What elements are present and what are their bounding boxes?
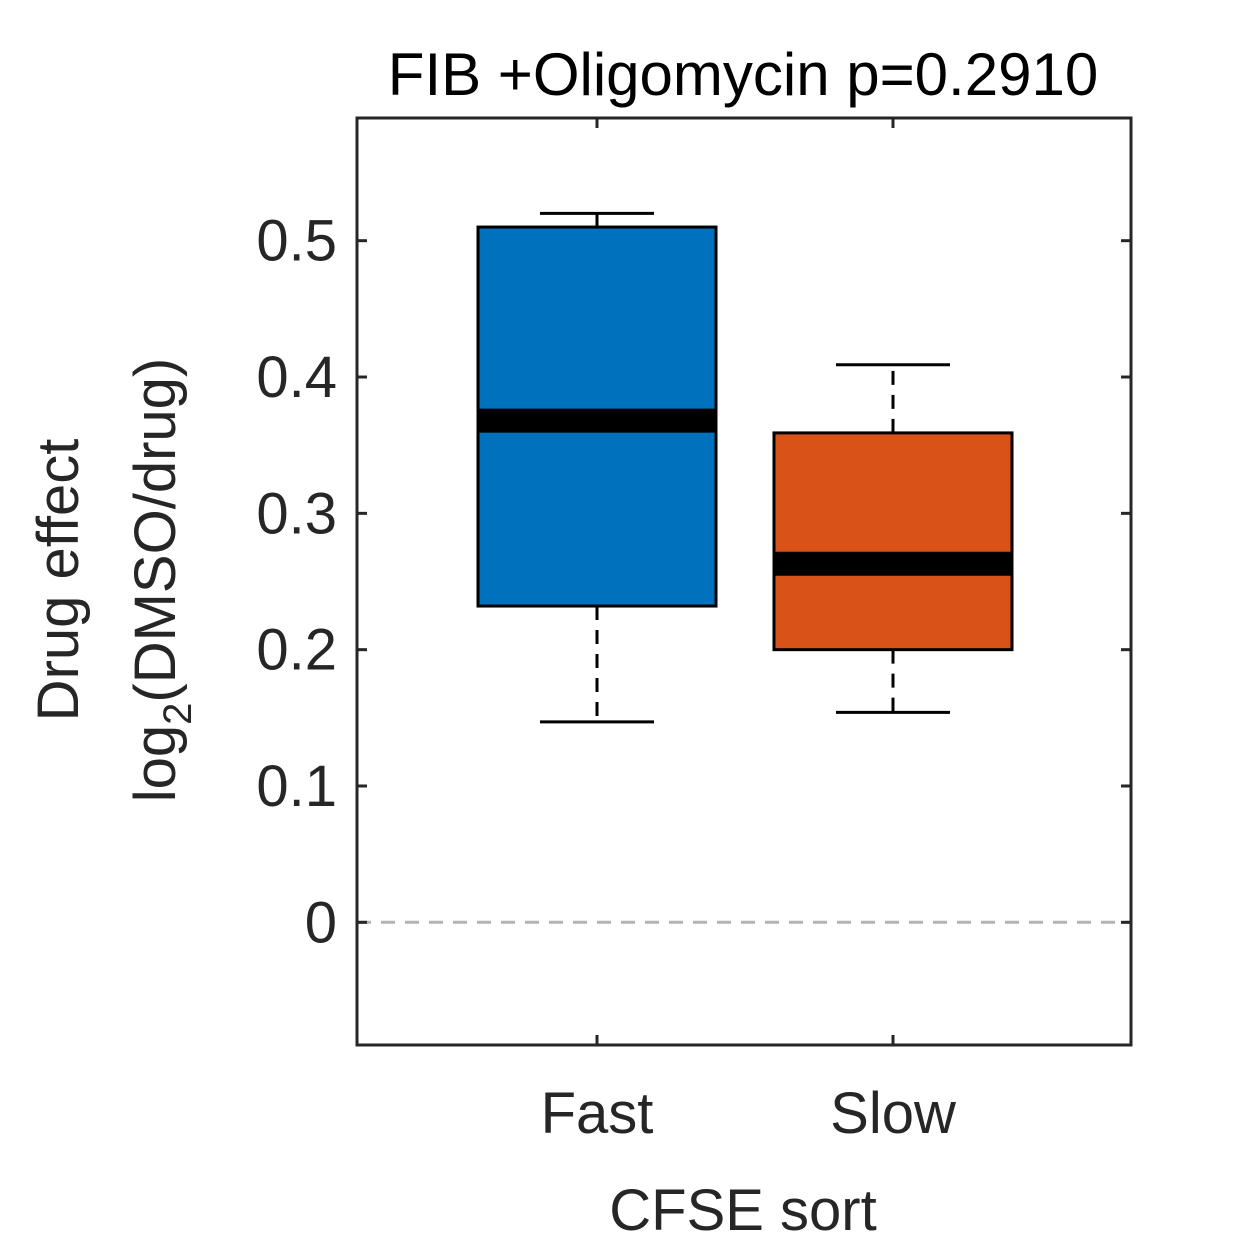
x-tick-label: Slow [830,1081,957,1146]
x-axis-title: CFSE sort [609,1178,877,1243]
y-axis-ticks: 0 0.1 0.2 0.3 0.4 0.5 [256,209,1131,955]
y-axis-title: Drug effect [26,439,91,722]
y-axis-title-ratio: (DMSO/drug) [123,358,188,703]
plot-area [355,116,1133,1047]
y-tick-label: 0.2 [256,618,337,683]
y-axis-title-line2: log2(DMSO/drug) [123,358,200,802]
y-tick-label: 0 [305,890,337,955]
y-axis-title-log: log [123,725,188,802]
chart-title: FIB +Oligomycin p=0.2910 [388,41,1098,108]
y-axis-title-subscript: 2 [156,703,200,725]
y-tick-label: 0.4 [256,345,337,410]
y-axis-title-line1: Drug effect [26,439,91,722]
y-tick-label: 0.1 [256,754,337,819]
y-tick-label: 0.3 [256,481,337,546]
axes-frame [355,116,1133,1047]
slow-box [772,431,1014,652]
x-axis-ticks: Fast Slow [541,118,957,1146]
y-tick-label: 0.5 [256,209,337,274]
y-axis-title-line2-group: log2(DMSO/drug) [123,358,200,802]
x-tick-label: Fast [541,1081,654,1146]
